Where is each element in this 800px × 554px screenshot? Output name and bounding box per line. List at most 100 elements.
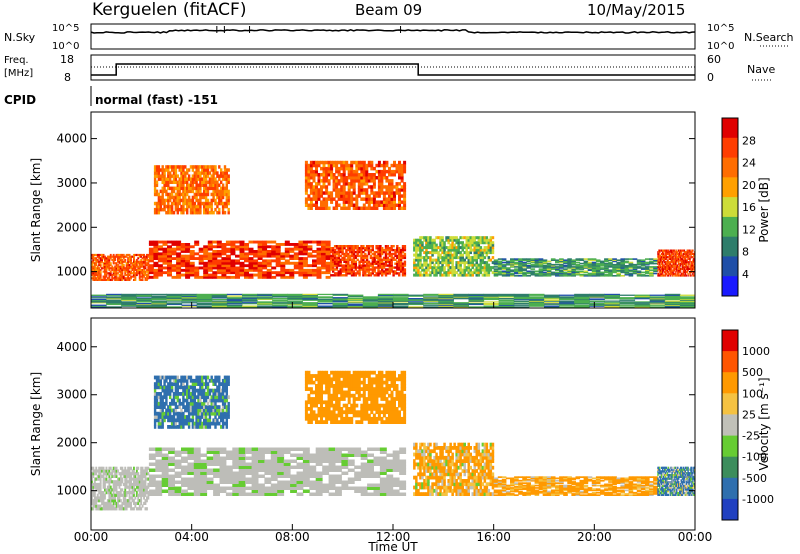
power-cell	[453, 246, 456, 250]
power-cell	[112, 257, 115, 260]
power-cell	[479, 268, 483, 272]
power-cell	[672, 274, 674, 277]
power-cell	[679, 251, 682, 254]
power-cell	[510, 263, 515, 266]
power-cell	[320, 179, 323, 183]
power-cell	[682, 249, 685, 252]
power-cell	[210, 198, 213, 203]
power-cell	[379, 266, 382, 269]
power-cell	[487, 266, 491, 270]
velocity-cell	[117, 504, 119, 508]
power-cell	[118, 255, 121, 258]
power-cell	[298, 266, 304, 270]
power-cell	[155, 171, 159, 175]
power-cell	[433, 238, 436, 242]
velocity-cell	[91, 493, 93, 497]
power-cell	[419, 256, 422, 260]
power-cell	[477, 253, 481, 257]
power-cell	[161, 189, 164, 194]
power-cell	[206, 192, 210, 197]
power-cell	[204, 210, 208, 215]
power-cell	[384, 254, 388, 258]
power-cell	[365, 256, 369, 260]
power-cell	[204, 195, 208, 200]
power-colorbar-swatch	[722, 256, 738, 277]
power-cell	[163, 207, 166, 212]
power-cell	[689, 264, 691, 267]
power-cell	[443, 258, 446, 262]
power-cell	[337, 248, 340, 252]
power-cell	[671, 257, 673, 260]
power-cell	[212, 198, 215, 203]
power-cell	[471, 271, 474, 275]
power-cell	[660, 254, 662, 257]
power-cell	[352, 197, 356, 201]
power-cell	[187, 168, 191, 172]
power-cell	[225, 268, 231, 272]
power-cell	[505, 267, 511, 269]
power-cell	[141, 278, 144, 281]
power-cell	[663, 274, 666, 277]
power-cell	[180, 165, 183, 169]
power-cell	[272, 305, 288, 307]
power-cell	[437, 266, 440, 270]
power-cell	[528, 303, 545, 306]
power-cell	[664, 267, 667, 270]
power-cell	[591, 261, 597, 264]
power-cell	[307, 240, 313, 244]
power-cell	[675, 257, 677, 260]
power-cell	[92, 268, 95, 272]
power-cell	[307, 273, 313, 277]
power-cell	[559, 298, 575, 300]
power-cell	[335, 245, 339, 248]
power-cell	[172, 189, 176, 194]
power-cell	[445, 273, 448, 277]
power-cell	[415, 248, 418, 252]
power-cell	[375, 206, 379, 210]
power-cell	[147, 268, 150, 272]
power-cell	[211, 305, 228, 307]
power-cell	[526, 271, 531, 274]
velocity-cell	[133, 501, 135, 505]
power-cell	[670, 251, 672, 254]
power-cell	[479, 256, 483, 260]
power-cell	[447, 248, 450, 252]
power-cell	[223, 189, 227, 194]
power-cell	[162, 252, 168, 256]
power-cell	[447, 263, 450, 267]
power-cell	[685, 261, 687, 264]
power-cell	[337, 245, 340, 248]
velocity-cell	[99, 469, 102, 473]
power-cell	[349, 247, 352, 250]
power-cell	[489, 236, 493, 240]
power-cell	[616, 265, 621, 267]
power-cell	[394, 266, 397, 269]
velocity-cell	[137, 499, 140, 503]
power-cell	[309, 188, 313, 192]
velocity-cell	[115, 469, 118, 473]
power-cell	[443, 271, 446, 275]
power-cell	[400, 166, 404, 171]
power-cell	[216, 275, 222, 279]
power-cell	[302, 240, 308, 244]
power-cell	[211, 306, 228, 308]
power-cell	[121, 263, 124, 267]
power-cell	[95, 263, 98, 267]
power-cell	[595, 268, 601, 270]
power-cell	[125, 262, 128, 265]
power-cell	[574, 295, 590, 297]
power-cell	[544, 296, 560, 298]
power-cell	[659, 267, 661, 270]
power-cell	[377, 295, 394, 297]
power-cell	[354, 264, 357, 267]
power-cell	[162, 259, 168, 263]
velocity-cell	[130, 477, 132, 481]
power-cell	[673, 252, 675, 255]
power-cell	[620, 266, 625, 268]
power-cell	[685, 262, 687, 265]
power-cell	[312, 179, 316, 183]
power-cell	[203, 250, 209, 253]
power-cell	[201, 192, 204, 197]
power-cell	[471, 266, 474, 270]
velocity-cell	[125, 491, 128, 495]
